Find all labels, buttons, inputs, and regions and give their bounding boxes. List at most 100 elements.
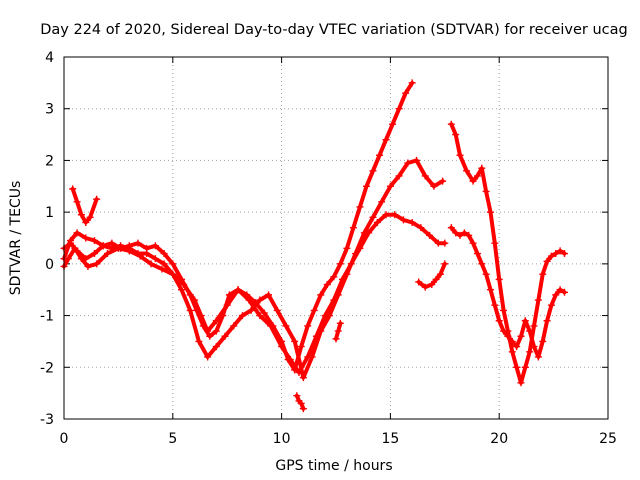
data-point-marker	[526, 348, 534, 356]
x-tick-label: 0	[60, 431, 69, 447]
data-point-marker	[495, 317, 503, 325]
data-points	[60, 79, 568, 413]
data-point-marker	[395, 105, 403, 113]
data-point-marker	[256, 296, 264, 304]
y-tick-label: 1	[45, 205, 54, 221]
data-point-marker	[158, 265, 166, 273]
data-point-marker	[417, 224, 425, 232]
y-tick-label: -2	[40, 360, 54, 376]
data-point-marker	[465, 231, 473, 239]
data-point-marker	[469, 177, 477, 185]
data-point-marker	[386, 182, 394, 190]
data-point-marker	[86, 213, 94, 221]
data-point-marker	[260, 309, 268, 317]
data-point-marker	[456, 231, 464, 239]
y-tick-label: -1	[40, 309, 54, 325]
data-point-marker	[197, 312, 205, 320]
data-point-marker	[408, 218, 416, 226]
data-point-marker	[223, 301, 231, 309]
data-point-marker	[160, 260, 168, 268]
data-point-marker	[169, 270, 177, 278]
data-point-marker	[160, 250, 168, 258]
data-point-marker	[104, 250, 112, 258]
data-point-marker	[439, 177, 447, 185]
data-point-marker	[482, 270, 490, 278]
x-tick-label: 5	[168, 431, 177, 447]
data-point-marker	[323, 281, 331, 289]
data-point-marker	[482, 187, 490, 195]
data-point-marker	[365, 229, 373, 237]
series-track-3	[60, 211, 449, 376]
data-point-marker	[362, 182, 370, 190]
data-point-marker	[491, 239, 499, 247]
data-point-marker	[334, 327, 342, 335]
chart-title: Day 224 of 2020, Sidereal Day-to-day VTE…	[40, 22, 628, 38]
data-point-marker	[500, 306, 508, 314]
data-point-marker	[369, 213, 377, 221]
x-tick-label: 15	[381, 431, 399, 447]
data-point-marker	[151, 255, 159, 263]
data-point-marker	[278, 343, 286, 351]
data-point-marker	[206, 332, 214, 340]
data-point-marker	[238, 312, 246, 320]
data-point-marker	[317, 291, 325, 299]
data-point-marker	[508, 348, 516, 356]
data-point-marker	[478, 164, 486, 172]
data-point-marker	[415, 278, 423, 286]
y-tick-label: 3	[45, 102, 54, 118]
data-point-marker	[99, 242, 107, 250]
data-point-marker	[517, 332, 525, 340]
data-point-marker	[295, 368, 303, 376]
y-tick-labels: -3 -2 -1 0 1 2 3 4	[40, 50, 54, 428]
data-point-marker	[90, 237, 98, 245]
data-point-marker	[478, 260, 486, 268]
data-point-marker	[556, 286, 564, 294]
data-point-marker	[299, 405, 307, 413]
data-point-marker	[434, 239, 442, 247]
data-point-marker	[521, 317, 529, 325]
data-point-marker	[421, 172, 429, 180]
data-point-marker	[330, 273, 338, 281]
data-point-marker	[486, 286, 494, 294]
grid-lines	[64, 57, 608, 419]
y-axis-label: SDTVAR / TECUs	[8, 181, 24, 296]
data-point-marker	[90, 250, 98, 258]
data-point-marker	[486, 208, 494, 216]
data-point-marker	[312, 332, 320, 340]
data-point-marker	[432, 275, 440, 283]
data-point-marker	[330, 296, 338, 304]
data-point-marker	[273, 306, 281, 314]
data-point-marker	[304, 353, 312, 361]
data-point-marker	[378, 198, 386, 206]
data-point-marker	[391, 211, 399, 219]
data-point-marker	[169, 260, 177, 268]
data-point-marker	[447, 120, 455, 128]
data-point-marker	[460, 229, 468, 237]
data-point-marker	[552, 291, 560, 299]
data-point-marker	[297, 343, 305, 351]
data-point-marker	[136, 252, 144, 260]
data-point-marker	[430, 182, 438, 190]
data-point-marker	[530, 343, 538, 351]
data-point-marker	[441, 260, 449, 268]
data-point-marker	[534, 353, 542, 361]
data-point-marker	[508, 337, 516, 345]
data-point-marker	[180, 281, 188, 289]
x-axis-label: GPS time / hours	[275, 458, 392, 474]
data-point-marker	[67, 239, 75, 247]
data-point-marker	[495, 275, 503, 283]
data-point-marker	[491, 301, 499, 309]
data-point-marker	[473, 172, 481, 180]
data-point-marker	[93, 260, 101, 268]
data-point-marker	[402, 89, 410, 97]
y-tick-label: 0	[45, 257, 54, 273]
data-point-marker	[134, 239, 142, 247]
data-point-marker	[447, 224, 455, 232]
data-point-marker	[125, 247, 133, 255]
data-point-marker	[82, 218, 90, 226]
data-point-marker	[389, 120, 397, 128]
data-point-marker	[221, 332, 229, 340]
axis-ticks	[63, 56, 609, 420]
x-tick-label: 10	[273, 431, 291, 447]
